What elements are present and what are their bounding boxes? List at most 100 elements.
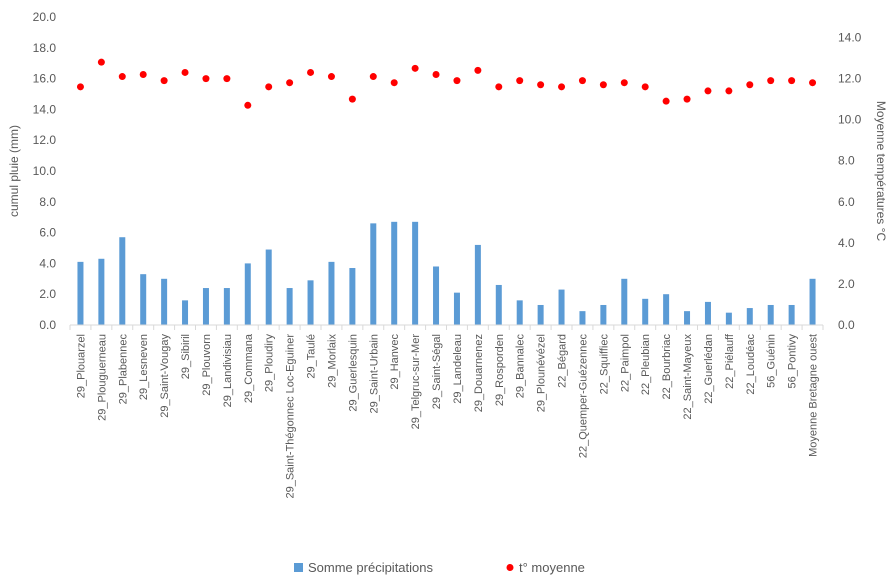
legend-swatch-points (506, 564, 514, 571)
temperature-point (537, 81, 545, 89)
x-tick-label: 29_Saint-Urbain (368, 334, 380, 414)
x-tick-label: 29_Saint-Vougay (159, 334, 171, 418)
x-tick-label: 29_Plouvorn (201, 334, 213, 396)
bar (391, 221, 398, 325)
bar (453, 292, 460, 325)
x-tick-label: 22_Pleubian (640, 334, 652, 395)
temperature-point (495, 83, 503, 91)
x-tick-label: 22_Guerlédan (703, 334, 715, 404)
bar (558, 289, 565, 325)
temperature-point (76, 83, 84, 91)
x-axis-ticks (69, 325, 824, 330)
y-left-tick-label: 0.0 (39, 318, 56, 332)
temperature-point (767, 77, 775, 85)
temperature-point (725, 87, 733, 95)
bar (642, 298, 649, 325)
x-tick-label: 29_Plabennec (117, 334, 129, 405)
bar (328, 261, 335, 325)
bar (788, 304, 795, 325)
temperature-point (202, 75, 210, 83)
temperature-point (516, 77, 524, 85)
bar (161, 278, 168, 325)
temperature-point (369, 73, 377, 81)
x-tick-label: 22_Piélauff (724, 333, 736, 389)
temperature-point (599, 81, 607, 89)
bar-series (77, 221, 816, 325)
x-tick-label: 29_Plouarzel (75, 334, 87, 398)
temperature-point (390, 79, 398, 87)
x-tick-label: 29_Taulé (306, 334, 318, 379)
bar (77, 261, 84, 325)
y-right-tick-label: 6.0 (838, 195, 855, 209)
x-tick-label: Moyenne Bretagne ouest (808, 334, 820, 457)
bar (433, 266, 440, 325)
y-left-tick-label: 10.0 (33, 164, 57, 178)
temperature-point (307, 68, 315, 76)
x-tick-label: 29_Bannalec (515, 334, 527, 399)
x-tick-label: 22_Bourbriac (661, 334, 673, 400)
bar (140, 274, 147, 325)
x-tick-label: 29_Ploudiry (264, 334, 276, 393)
x-tick-label: 22_Squiffiec (598, 334, 610, 395)
temperature-point (411, 64, 419, 72)
x-tick-label: 29_Lesneven (138, 334, 150, 400)
y-left-tick-label: 2.0 (39, 287, 56, 301)
x-tick-label: 29_Guerlesquin (347, 334, 359, 412)
temperature-point (223, 75, 231, 83)
x-tick-label: 56_Pontivy (787, 334, 799, 389)
y-right-tick-label: 10.0 (838, 113, 862, 127)
y-right-tick-label: 8.0 (838, 154, 855, 168)
temperature-point (662, 97, 670, 105)
x-tick-label: 29_Morlaix (326, 334, 338, 388)
bar (370, 223, 377, 325)
bar (621, 278, 628, 325)
x-tick-label: 22_Paimpol (619, 334, 631, 392)
temperature-point (620, 79, 628, 87)
x-tick-label: 22_Saint-Mayeux (682, 334, 694, 420)
y-left-tick-label: 8.0 (39, 195, 56, 209)
y-right-tick-label: 2.0 (838, 277, 855, 291)
x-tick-label: 29_Saint-Thégonnec Loc-Eguiner (285, 334, 297, 499)
temperature-point (432, 70, 440, 78)
legend-label-points: t° moyenne (519, 560, 585, 575)
y-right-tick-label: 4.0 (838, 236, 855, 250)
temperature-point (265, 83, 273, 91)
bar (516, 300, 523, 325)
legend-swatch-bars (294, 563, 303, 572)
bar (182, 300, 189, 325)
temperature-point (139, 70, 147, 78)
y-left-tick-label: 18.0 (33, 41, 57, 55)
bar (495, 284, 502, 325)
bar (579, 311, 586, 325)
temperature-point (474, 66, 482, 74)
bar (265, 249, 272, 325)
temperature-point (704, 87, 712, 95)
temperature-point (578, 77, 586, 85)
x-tick-label: 22_Loudéac (745, 334, 757, 395)
bar (286, 288, 293, 325)
temperature-point (118, 73, 126, 81)
y-axis-left-title: cumul pluie (mm) (7, 125, 21, 217)
bar (474, 244, 481, 325)
temperature-point (244, 101, 252, 109)
temperature-point (683, 95, 691, 103)
bar (244, 263, 251, 325)
y-axis-right-title-group: Moyenne températures °C (874, 101, 887, 242)
bar (684, 311, 691, 325)
y-axis-right-title: Moyenne températures °C (874, 101, 887, 242)
temperature-point (181, 68, 189, 76)
temperature-point (558, 83, 566, 91)
y-left-tick-label: 14.0 (33, 102, 57, 116)
legend-label-bars: Somme précipitations (308, 560, 433, 575)
y-left-tick-label: 12.0 (33, 133, 57, 147)
x-tick-label: 29_Sibiril (180, 334, 192, 379)
temperature-point (788, 77, 796, 85)
x-tick-label: 29_Plounévézel (536, 334, 548, 412)
x-tick-label: 29_Landeleau (452, 334, 464, 404)
bar (223, 288, 230, 325)
y-axis-left-ticks: 0.0 2.0 4.0 6.0 8.0 10.0 12.0 14.0 16.0 18.0 20.0 (33, 10, 57, 332)
x-tick-label: 29_Douarnenez (473, 334, 485, 412)
x-tick-label: 29_Commana (243, 333, 255, 403)
